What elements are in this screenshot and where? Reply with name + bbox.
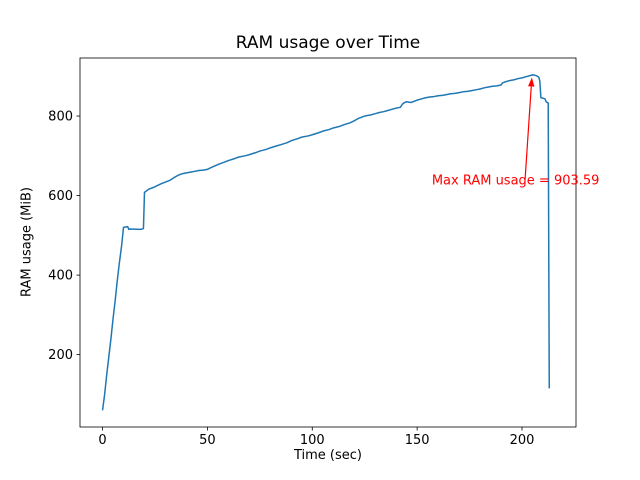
x-axis-label: Time (sec) <box>293 448 362 463</box>
annotation-arrowhead <box>528 77 535 87</box>
y-tick-label: 400 <box>48 269 73 284</box>
y-tick-label: 600 <box>48 189 73 204</box>
x-tick-label: 200 <box>510 433 535 448</box>
x-tick-label: 100 <box>300 433 325 448</box>
y-axis-label: RAM usage (MiB) <box>19 187 35 297</box>
axes-box <box>79 57 577 428</box>
annotation-text: Max RAM usage = 903.59 <box>431 173 600 189</box>
x-tick-label: 150 <box>405 433 430 448</box>
x-tick-label: 0 <box>98 433 106 448</box>
chart-title: RAM usage over Time <box>235 33 421 53</box>
annotation-arrow <box>524 86 532 179</box>
y-tick-label: 800 <box>48 110 73 125</box>
x-tick-label: 50 <box>199 433 216 448</box>
y-tick-label: 200 <box>48 348 73 363</box>
data-line <box>101 74 551 411</box>
